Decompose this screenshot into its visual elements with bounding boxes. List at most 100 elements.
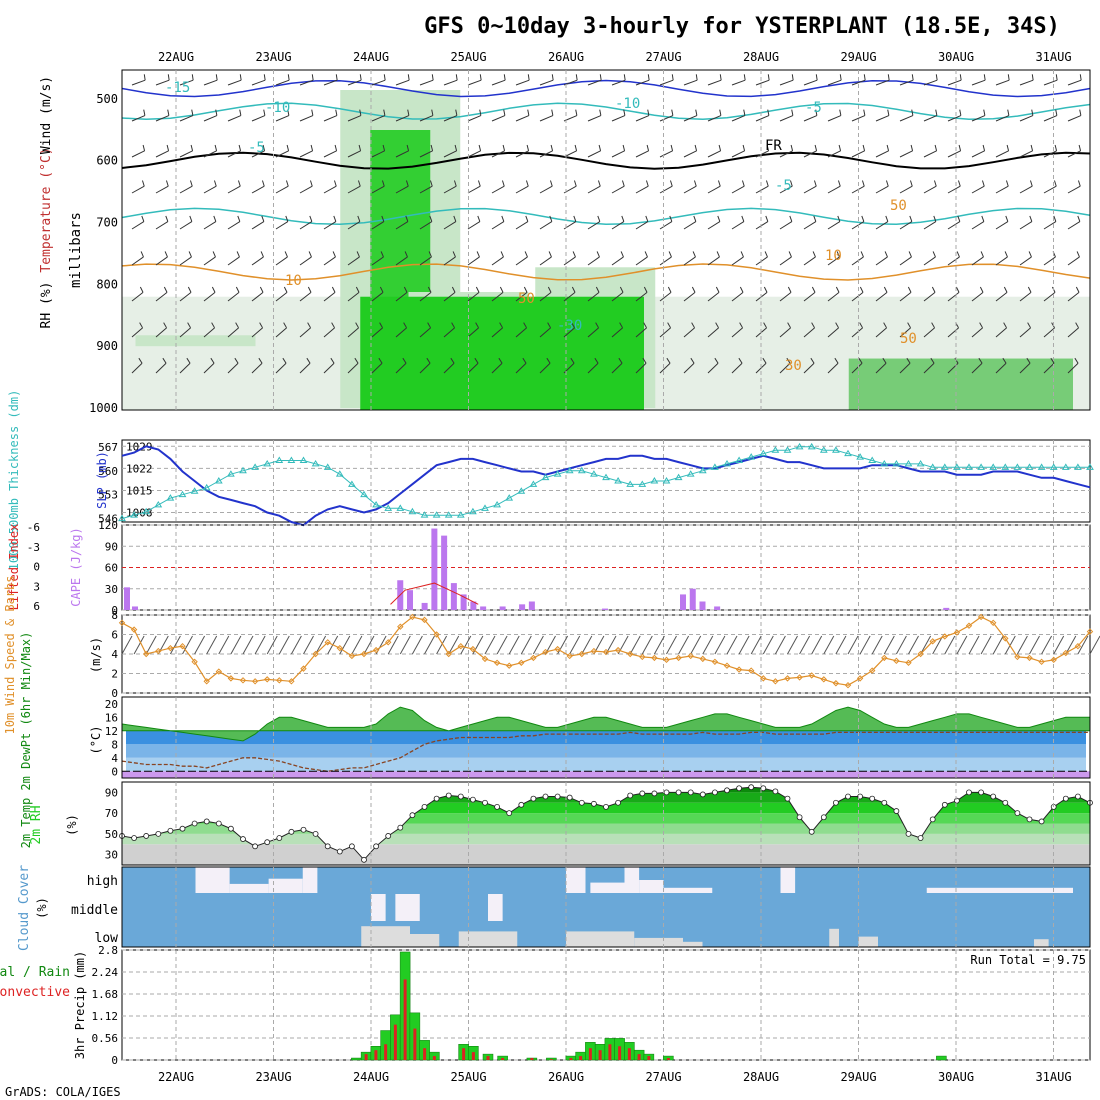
wind-barb-flag xyxy=(908,251,912,258)
thickness-point xyxy=(989,463,998,470)
wind-barb-flag xyxy=(238,144,242,151)
wind-barb-flag xyxy=(357,215,361,222)
wind-barb xyxy=(827,362,839,374)
wind-barb-flag xyxy=(645,215,649,222)
wind-barb-flag xyxy=(402,357,407,364)
wind-barb-flag xyxy=(979,322,984,329)
wind-barb xyxy=(131,256,144,266)
cloud-gap xyxy=(624,867,640,893)
wind-barb xyxy=(799,635,811,655)
wind-barb-flag xyxy=(263,109,266,116)
precip-conv-bar xyxy=(579,1056,583,1060)
wind-barb-flag xyxy=(1005,215,1009,222)
wind-barb xyxy=(731,221,745,230)
thickness-point xyxy=(892,459,901,467)
wind-barb-flag xyxy=(1079,74,1082,81)
wind-barb xyxy=(242,635,254,655)
thickness-point xyxy=(1037,463,1046,470)
rh-point xyxy=(724,787,730,794)
cloud-gap xyxy=(634,937,683,947)
thickness-point xyxy=(154,500,163,508)
wind-barb-flag xyxy=(503,74,506,81)
wind-barb-flag xyxy=(645,180,649,187)
wind-barb-flag xyxy=(1077,215,1081,222)
temp-band xyxy=(126,730,1086,745)
wind-barb xyxy=(179,221,193,230)
wind-barb xyxy=(851,327,863,338)
rh-point xyxy=(482,799,488,806)
wind-barb xyxy=(755,291,768,302)
wind-speed-point xyxy=(348,652,356,660)
wind-barb xyxy=(227,327,239,338)
wind-barb xyxy=(587,115,602,122)
cloud-gap xyxy=(195,867,230,893)
thickness-point xyxy=(953,463,961,470)
wind-barb xyxy=(515,150,529,158)
cape-bar xyxy=(441,535,448,610)
wind-barb xyxy=(371,362,383,374)
wind-barb xyxy=(875,150,889,158)
wind-barb-flag xyxy=(383,74,386,81)
rh-axis-label: 2m RH xyxy=(29,805,44,844)
rh-point xyxy=(1014,810,1021,817)
rh-point xyxy=(917,835,924,841)
wind-barb-flag xyxy=(666,357,671,364)
wind-barb xyxy=(923,79,938,86)
wind-barb xyxy=(731,291,744,302)
cloud-gap xyxy=(590,882,625,893)
wind-barb-flag xyxy=(859,286,864,293)
wind-barb-flag xyxy=(359,109,362,116)
wind-barb xyxy=(467,185,481,194)
wind-barb xyxy=(299,115,314,122)
wind-barb-flag xyxy=(383,109,386,116)
chart-title: GFS 0~10day 3-hourly for YSTERPLANT (18.… xyxy=(424,14,1060,39)
thickness-tick: 553 xyxy=(98,489,118,502)
wind-barb-flag xyxy=(379,286,384,293)
wind-barb xyxy=(587,362,599,374)
wind-barb xyxy=(155,362,167,374)
thickness-point xyxy=(638,480,647,487)
wind-barb xyxy=(491,79,506,86)
wind-barb xyxy=(755,79,770,86)
wind-barb-flag xyxy=(283,322,288,329)
thickness-point xyxy=(323,463,332,470)
cape-bar xyxy=(602,608,608,610)
thickness-frame xyxy=(121,439,1091,523)
wind-barb-flag xyxy=(1003,286,1008,293)
wind-barb xyxy=(707,221,721,230)
cape-bar xyxy=(519,604,526,610)
precip-conv-bar xyxy=(618,1046,622,1060)
wind-barb xyxy=(155,256,168,266)
wind-barb xyxy=(755,150,769,158)
wind-barb-flag xyxy=(719,109,722,116)
wind-barb-flag xyxy=(910,144,914,151)
cloud-gap xyxy=(488,894,503,921)
thickness-point xyxy=(372,500,380,508)
cape-bar xyxy=(407,590,413,610)
thickness-point xyxy=(1074,463,1082,470)
wind-barb-flag xyxy=(287,109,290,116)
wind-barb xyxy=(779,256,792,266)
date-label-top: 26AUG xyxy=(548,50,584,64)
wind-barb xyxy=(203,256,216,266)
wind-barb xyxy=(395,115,410,122)
wind-speed-point xyxy=(142,650,150,658)
wind-barb-flag xyxy=(571,322,576,329)
wind-barb-flag xyxy=(933,180,937,187)
isotherm xyxy=(121,263,1091,281)
wind-barb-flag xyxy=(887,74,890,81)
rh-band xyxy=(122,787,1090,793)
wind-barb-flag xyxy=(861,215,865,222)
wind-barb xyxy=(395,221,409,230)
wind-barb-flag xyxy=(187,322,192,329)
rh-point xyxy=(348,843,355,850)
wind-barb xyxy=(323,150,337,158)
wind-barb xyxy=(971,327,983,338)
wind-barb-flag xyxy=(690,357,695,364)
wind-speed-point xyxy=(651,654,658,662)
temp-area xyxy=(121,706,1091,742)
wind-barb xyxy=(944,635,956,655)
contour-label: 50 xyxy=(890,198,907,214)
precip-conv-bar xyxy=(588,1048,592,1060)
wind-speed-point xyxy=(300,665,307,672)
